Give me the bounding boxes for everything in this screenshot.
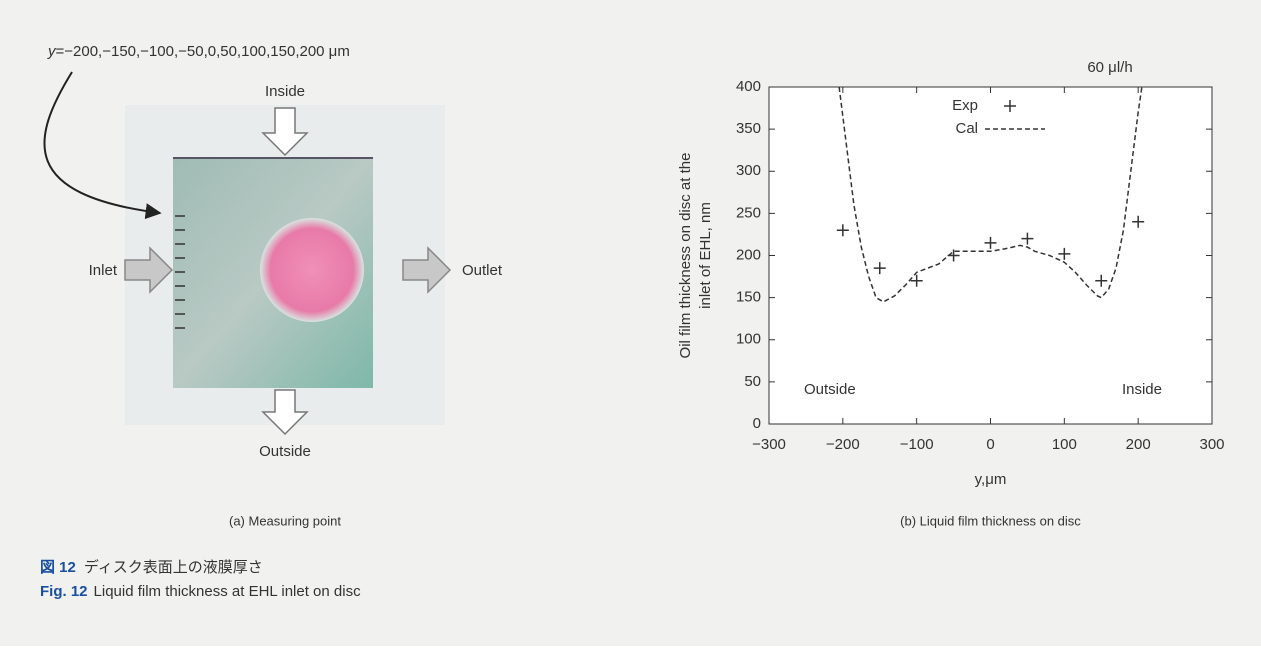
- x-tick-label: 100: [1052, 436, 1077, 453]
- y-tick-label: 300: [736, 162, 761, 179]
- annotation: Outside: [804, 381, 856, 398]
- contact-spot: [260, 218, 364, 322]
- y-tick-label: 350: [736, 120, 761, 137]
- subcaption: (a) Measuring point: [229, 513, 341, 528]
- subcaption: (b) Liquid film thickness on disc: [900, 513, 1081, 528]
- y-tick-label: 400: [736, 78, 761, 95]
- label-inside: Inside: [265, 83, 305, 100]
- figure: y=−200,−150,−100,−50,0,50,100,150,200 μm…: [0, 0, 1261, 646]
- y-tick-label: 250: [736, 204, 761, 221]
- x-tick-label: 300: [1199, 436, 1224, 453]
- x-tick-label: −200: [826, 436, 860, 453]
- points-label: y=−200,−150,−100,−50,0,50,100,150,200 μm: [47, 43, 350, 60]
- x-tick-label: 0: [986, 436, 994, 453]
- y-tick-label: 50: [744, 373, 761, 390]
- x-tick-label: 200: [1126, 436, 1151, 453]
- legend-label: Exp: [952, 97, 978, 114]
- y-tick-label: 200: [736, 246, 761, 263]
- caption-text: Liquid film thickness at EHL inlet on di…: [94, 583, 362, 600]
- y-tick-label: 100: [736, 331, 761, 348]
- caption-label: Fig. 12: [40, 583, 88, 600]
- plot-area: [769, 87, 1212, 424]
- y-axis-label: inlet of EHL, nm: [697, 202, 714, 309]
- caption-label: 図 12: [40, 559, 76, 576]
- y-axis-label: Oil film thickness on disc at the: [677, 153, 694, 359]
- legend-label: Cal: [955, 120, 978, 137]
- label-outlet: Outlet: [462, 262, 503, 279]
- x-axis-label: y,μm: [975, 471, 1007, 488]
- label-inlet: Inlet: [89, 262, 118, 279]
- y-tick-label: 150: [736, 289, 761, 306]
- caption-text: ディスク表面上の液膜厚さ: [84, 558, 263, 576]
- x-tick-label: −100: [900, 436, 934, 453]
- label-outside: Outside: [259, 443, 311, 460]
- x-tick-label: −300: [752, 436, 786, 453]
- annotation: 60 μl/h: [1087, 59, 1132, 76]
- y-tick-label: 0: [753, 415, 761, 432]
- caption-ja: 図 12 ディスク表面上の液膜厚さ: [40, 558, 263, 576]
- annotation: Inside: [1122, 381, 1162, 398]
- points-list: =−200,−150,−100,−50,0,50,100,150,200 μm: [56, 43, 350, 60]
